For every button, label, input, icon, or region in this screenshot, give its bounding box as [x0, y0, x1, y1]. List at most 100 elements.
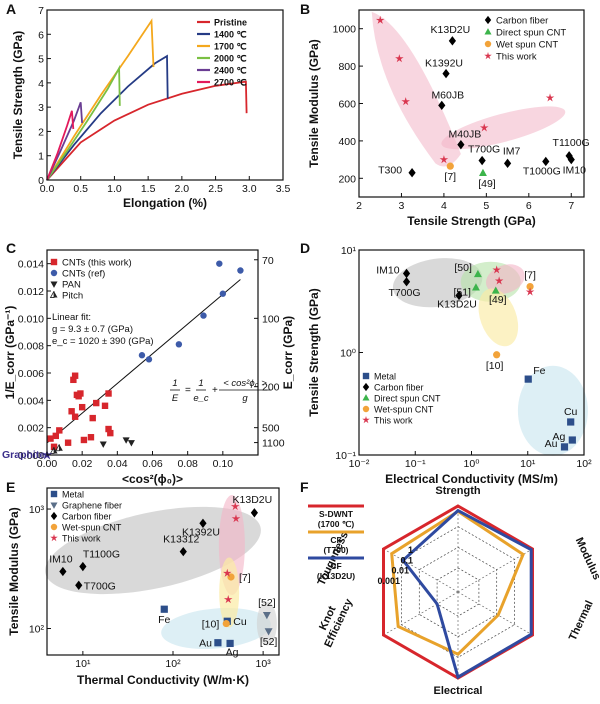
highlight-region	[219, 557, 240, 628]
y2-tick-label: 70	[262, 255, 274, 267]
legend-marker	[49, 290, 55, 298]
data-point	[542, 156, 550, 167]
x-tick-label: 1.5	[141, 183, 156, 195]
y-tick-label: 0.002	[18, 423, 44, 435]
data-point	[107, 429, 114, 437]
data-point	[179, 546, 187, 557]
legend-marker	[50, 534, 58, 542]
legend-marker	[50, 258, 58, 266]
point-label: [49]	[489, 294, 507, 306]
legend-marker	[362, 372, 370, 380]
x-tick-label: 0.00	[37, 458, 58, 470]
y-tick-label: 200	[338, 173, 356, 185]
data-point	[52, 432, 59, 440]
legend-label: 1400 ℃	[214, 30, 247, 40]
y-tick-label: 1000	[333, 24, 357, 36]
x-tick-label: 0.0	[40, 183, 55, 195]
y-axis-label: Tensile Strength (GPa)	[11, 31, 25, 159]
point-label: Ag	[552, 431, 565, 443]
formula-eq: =	[185, 385, 191, 396]
point-label: IM10	[563, 165, 587, 177]
plot-frame	[46, 487, 280, 656]
x-tick-label: 4	[441, 200, 447, 212]
point-label: Fe	[158, 614, 170, 626]
data-point	[491, 286, 500, 294]
point-label: K13D2U	[233, 494, 273, 506]
panel-letter: D	[300, 240, 310, 256]
graphite-label: Graphite	[2, 449, 45, 461]
legend-marker	[362, 382, 370, 392]
x-tick-label: 10²	[576, 458, 592, 470]
data-point	[567, 154, 575, 165]
legend-label: This work	[496, 52, 537, 63]
highlight-region	[441, 106, 566, 150]
x-axis-label: <cos²(ϕ₀)>	[122, 472, 183, 486]
point-label: M40JB	[449, 129, 482, 141]
y-tick-label: 0.000	[18, 450, 44, 462]
point-label: T300	[378, 165, 402, 177]
radar-axis-label: Thermal	[567, 599, 596, 643]
legend-label: 1700 ℃	[214, 42, 247, 52]
y-tick-label: 0.006	[18, 368, 44, 380]
radar-series	[390, 509, 525, 656]
panel-f: F 10.10.010.001 Strength Modulus Thermal Elec…	[300, 479, 600, 697]
data-point	[77, 390, 84, 397]
data-point	[145, 356, 153, 363]
legend-marker	[484, 15, 492, 25]
radar-axis-text: Modulus	[573, 536, 600, 582]
point-label: K13D2U	[437, 298, 477, 310]
data-point	[494, 276, 504, 285]
legend-label: (T700)	[323, 545, 348, 555]
y-tick-label: 0.010	[18, 313, 44, 325]
legend-marker	[50, 281, 58, 288]
legend-label: Pitch	[62, 291, 83, 302]
legend-marker	[484, 28, 492, 35]
formula-num: < cos²ϕ₀ >	[223, 378, 267, 389]
point-label: IM10	[376, 264, 400, 276]
x-tick-label: 3.5	[276, 183, 291, 195]
y-tick-label: 0	[38, 175, 44, 187]
point-label: [7]	[444, 171, 456, 183]
legend-marker	[50, 511, 58, 521]
point-label: [49]	[478, 178, 496, 190]
y-tick-label: 3	[38, 102, 44, 114]
y-tick-label: 5	[38, 54, 44, 66]
radar-axis-label: Electrical	[434, 685, 483, 697]
y-tick-label: 6	[38, 29, 44, 41]
data-point	[438, 100, 446, 111]
x-tick-label: 5	[483, 200, 489, 212]
y2-tick-label: 200	[262, 382, 280, 394]
point-label: [7]	[524, 270, 536, 282]
legend-marker	[50, 502, 58, 509]
data-point	[87, 434, 95, 441]
point-label: [52]	[258, 597, 276, 609]
y-tick-label: 0.008	[18, 341, 44, 353]
point-label: IM7	[503, 145, 521, 157]
data-point	[55, 444, 60, 452]
x-tick-label: 3.0	[242, 183, 257, 195]
legend-label: (K13D2U)	[317, 571, 355, 581]
data-point	[219, 290, 227, 297]
legend-label: Metal	[374, 372, 396, 382]
point-label: T700G	[84, 580, 116, 592]
y-tick-label: 0.014	[18, 259, 44, 271]
data-point	[448, 36, 456, 46]
panel-letter: C	[6, 240, 16, 256]
x-tick-label: 0.08	[177, 458, 198, 470]
y-tick-label: 10⁻¹	[335, 450, 356, 462]
data-point	[560, 443, 569, 451]
x-tick-label: 2.0	[175, 183, 190, 195]
legend-marker	[54, 291, 58, 298]
data-point	[93, 399, 100, 407]
x-tick-label: 2.5	[208, 183, 223, 195]
point-label: T700G	[388, 287, 420, 299]
x-tick-label: 0.04	[107, 458, 128, 470]
y-axis-label: Tensile Modulus (GPa)	[307, 39, 321, 167]
y-tick-label: 2	[38, 126, 44, 138]
panel-b: B 2 3 4 5 6 7 200 400 600 800 1000 Tensile Strength …	[300, 1, 590, 228]
radar-scale-label: 0.01	[391, 566, 409, 576]
fit-text: g = 9.3 ± 0.7 (GPa)	[52, 324, 133, 335]
legend-label: Graphene fiber	[62, 501, 122, 511]
data-point	[223, 595, 233, 604]
